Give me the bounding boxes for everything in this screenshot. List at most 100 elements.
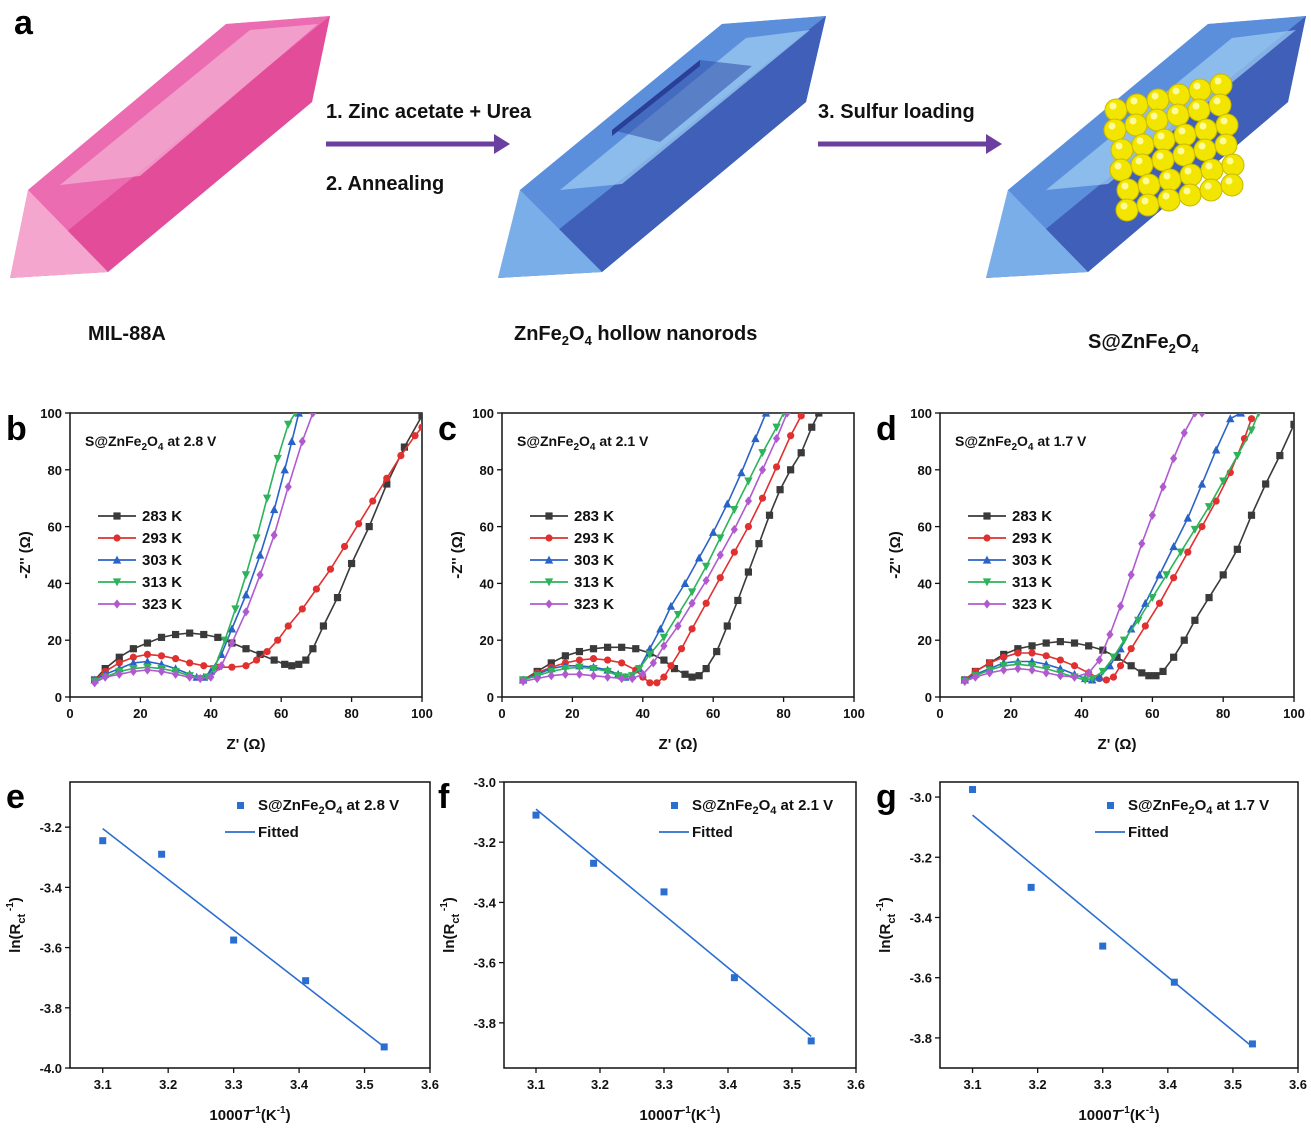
sulfur-ball bbox=[1109, 158, 1133, 182]
data-point bbox=[618, 673, 626, 684]
data-point bbox=[319, 622, 328, 630]
data-point bbox=[575, 669, 584, 679]
data-point bbox=[701, 562, 711, 571]
data-point bbox=[660, 656, 668, 664]
sulfur-ball bbox=[1136, 193, 1160, 217]
data-point bbox=[971, 672, 979, 682]
sulfur-ball bbox=[1116, 178, 1140, 202]
data-point bbox=[1219, 477, 1228, 486]
series-line bbox=[964, 413, 1260, 683]
data-point bbox=[716, 550, 724, 560]
data-point bbox=[1056, 656, 1064, 664]
data-point bbox=[295, 660, 303, 668]
legend-entry: 313 K bbox=[574, 574, 614, 591]
data-point bbox=[1247, 415, 1256, 423]
data-point bbox=[256, 570, 264, 580]
data-point bbox=[589, 671, 598, 681]
series-line bbox=[522, 413, 785, 681]
fit-line bbox=[102, 828, 385, 1048]
data-point bbox=[210, 665, 219, 673]
y-tick-label: 60 bbox=[480, 520, 494, 535]
data-point bbox=[1233, 452, 1242, 460]
sulfur-ball bbox=[1215, 113, 1239, 137]
data-point bbox=[575, 656, 584, 664]
y-tick-label: -3.2 bbox=[40, 820, 62, 835]
y-tick-label: 20 bbox=[480, 633, 494, 648]
sulfur-ball bbox=[1125, 93, 1149, 117]
x-tick-label: 3.3 bbox=[225, 1077, 243, 1092]
panel-f-arrhenius-2p1v: f 3.1 3.2 3.3 3.4 3.5 3.6 -3.0 -3.2 -3.4 -3.6 -3.8 S… bbox=[438, 775, 865, 1124]
panel-annotation: S@ZnFe2O4 at 1.7 V bbox=[955, 433, 1087, 453]
data-point bbox=[365, 523, 373, 531]
y-tick-label: -3.2 bbox=[910, 850, 932, 865]
sulfur-ball bbox=[1173, 123, 1197, 147]
sulfur-ball-highlight bbox=[1220, 117, 1228, 125]
data-point bbox=[1070, 662, 1079, 670]
data-point bbox=[1262, 480, 1270, 488]
data-point bbox=[1159, 667, 1167, 676]
data-point bbox=[744, 568, 752, 576]
data-point bbox=[1145, 672, 1153, 680]
y-tick-label: 20 bbox=[918, 633, 932, 648]
data-point bbox=[1014, 645, 1022, 653]
data-point bbox=[688, 673, 696, 681]
data-point bbox=[1126, 624, 1136, 633]
data-point bbox=[561, 665, 570, 673]
sulfur-ball-highlight bbox=[1115, 142, 1123, 150]
data-point bbox=[716, 534, 725, 543]
label-s-znfe2o4: S@ZnFe2O4 bbox=[1088, 331, 1199, 356]
panel-letter: f bbox=[438, 778, 450, 816]
data-point bbox=[129, 653, 137, 661]
data-point bbox=[519, 676, 527, 686]
data-point bbox=[200, 630, 208, 639]
data-point bbox=[1180, 428, 1188, 438]
data-point bbox=[200, 662, 208, 670]
data-point bbox=[242, 607, 250, 617]
legend-marker bbox=[983, 599, 991, 609]
x-tick-label: 20 bbox=[133, 706, 147, 721]
data-point bbox=[702, 665, 710, 673]
series-line bbox=[522, 413, 788, 683]
x-tick-label: 100 bbox=[1283, 706, 1305, 721]
y-tick-label: 80 bbox=[48, 463, 62, 478]
sulfur-ball bbox=[1221, 153, 1245, 177]
data-point bbox=[1198, 413, 1206, 418]
sulfur-ball-highlight bbox=[1214, 77, 1222, 85]
data-point bbox=[312, 585, 320, 593]
x-axis-label: 1000T-1(K-1) bbox=[639, 1105, 720, 1124]
data-point bbox=[618, 643, 626, 651]
legend-entry: 323 K bbox=[142, 596, 182, 613]
znfe2o4-rod bbox=[498, 16, 826, 278]
data-point bbox=[298, 605, 306, 613]
data-point bbox=[1085, 642, 1093, 650]
data-point bbox=[646, 679, 654, 687]
x-tick-label: 3.3 bbox=[1094, 1077, 1112, 1092]
data-point bbox=[653, 679, 661, 687]
data-point bbox=[681, 670, 689, 678]
data-point bbox=[797, 413, 805, 420]
legend-marker bbox=[545, 599, 553, 609]
y-axis-label: -Z'' (Ω) bbox=[887, 531, 904, 578]
y-tick-label: 60 bbox=[918, 520, 932, 535]
x-tick-label: 0 bbox=[498, 706, 505, 721]
step2-text: 2. Annealing bbox=[326, 173, 444, 195]
data-point bbox=[688, 625, 696, 633]
series-line bbox=[522, 415, 802, 684]
legend: S@ZnFe2O4 at 2.8 V Fitted bbox=[225, 797, 399, 841]
x-tick-label: 3.1 bbox=[94, 1077, 112, 1092]
y-tick-label: 20 bbox=[48, 633, 62, 648]
data-point bbox=[666, 601, 676, 610]
sulfur-ball-highlight bbox=[1198, 142, 1206, 150]
data-point bbox=[157, 633, 166, 641]
data-point bbox=[744, 496, 752, 506]
data-point bbox=[1176, 548, 1185, 557]
data-point bbox=[302, 977, 310, 985]
mil88a-rod bbox=[10, 16, 330, 278]
data-point bbox=[333, 594, 342, 602]
x-tick-label: 100 bbox=[843, 706, 865, 721]
legend-entry-points: S@ZnFe2O4 at 2.1 V bbox=[692, 797, 833, 817]
data-point bbox=[695, 672, 703, 680]
data-point bbox=[1152, 672, 1160, 680]
data-point bbox=[1080, 676, 1090, 685]
panel-letter: e bbox=[6, 778, 25, 816]
